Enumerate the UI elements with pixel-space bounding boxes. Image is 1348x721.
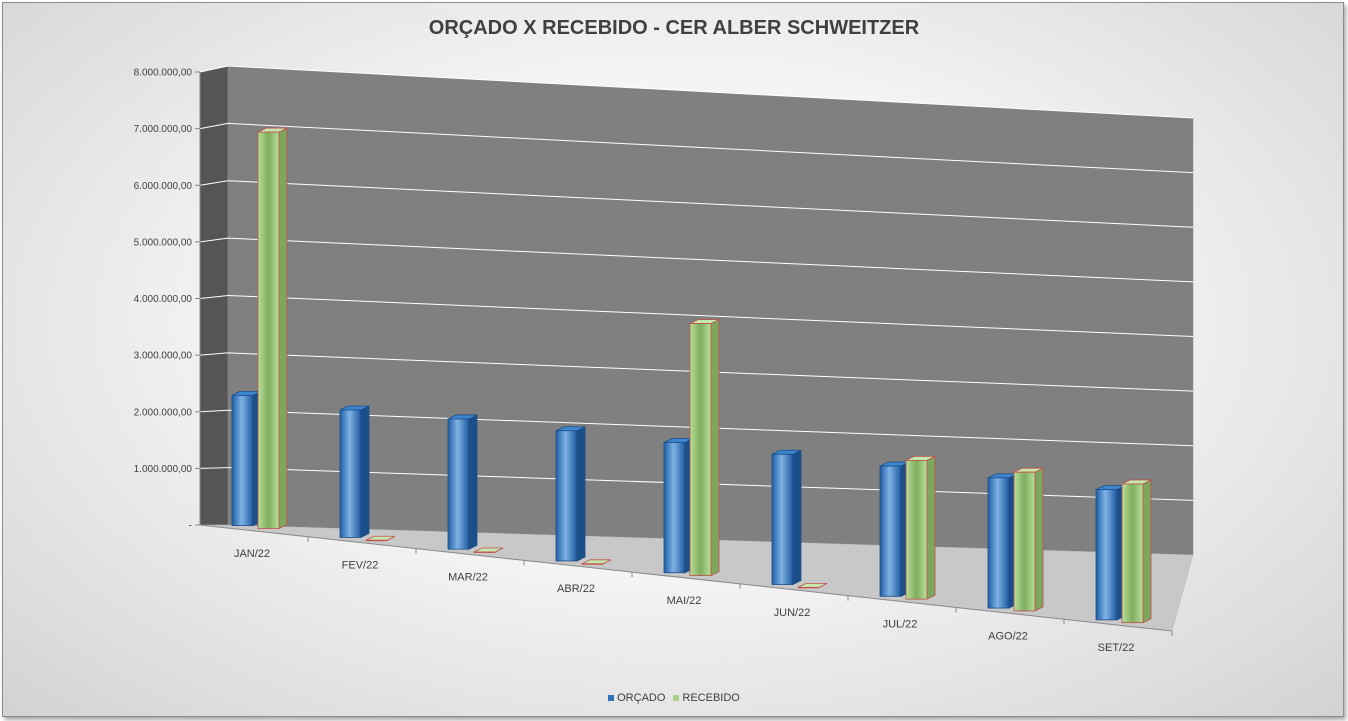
- chart-legend: ORÇADO RECEBIDO: [0, 692, 1348, 704]
- x-tick-label: AGO/22: [988, 630, 1028, 642]
- gridline-side: [199, 180, 229, 186]
- legend-swatch: [608, 695, 615, 702]
- x-tick-label: MAR/22: [448, 571, 488, 583]
- y-tick-label: 7.000.000,00: [134, 124, 193, 135]
- chart-title: ORÇADO X RECEBIDO - CER ALBER SCHWEITZER: [428, 17, 920, 39]
- y-tick-label: 6.000.000,00: [134, 181, 193, 192]
- y-tick-label: 3.000.000,00: [134, 351, 193, 362]
- bar-orcado-side: [576, 426, 586, 562]
- legend-item: RECEBIDO: [673, 692, 740, 704]
- gridline: [227, 295, 1194, 337]
- bar-orcado: [231, 394, 254, 527]
- bar-recebido: [473, 551, 496, 553]
- bar-orcado: [339, 409, 362, 538]
- legend-label: RECEBIDO: [682, 692, 740, 704]
- gridline-side: [199, 409, 229, 413]
- bar-orcado: [1095, 489, 1118, 621]
- x-tick-label: JUN/22: [774, 607, 811, 619]
- gridline: [227, 237, 1194, 283]
- y-tick-label: 2.000.000,00: [134, 407, 193, 418]
- x-tick-label: FEV/22: [342, 560, 379, 572]
- gridline-side: [199, 295, 229, 299]
- gridline-side: [199, 122, 229, 130]
- gridline-side: [199, 467, 229, 469]
- bar-recebido-side: [710, 318, 720, 577]
- x-tick-label: JAN/22: [234, 548, 270, 560]
- bar-orcado-side: [360, 405, 370, 539]
- bar-orcado: [663, 442, 686, 574]
- bar-recebido: [257, 131, 280, 529]
- gridline-side: [199, 65, 229, 73]
- x-tick-label: JUL/22: [883, 619, 918, 631]
- gridline: [227, 65, 1194, 119]
- gridline-side: [199, 352, 229, 356]
- bar-orcado-side: [792, 449, 802, 586]
- bar-orcado: [447, 418, 470, 550]
- y-tick-label: 8.000.000,00: [134, 68, 193, 79]
- y-tick-label: -: [189, 521, 192, 532]
- bar-orcado-side: [468, 414, 478, 550]
- bar-recebido: [797, 586, 820, 589]
- legend-swatch: [673, 695, 680, 702]
- x-tick-label: SET/22: [1098, 642, 1135, 654]
- bar-recebido: [905, 460, 928, 600]
- bar-recebido: [365, 539, 388, 542]
- bar-recebido-side: [278, 127, 288, 530]
- bar-orcado: [879, 465, 902, 597]
- y-tick-label: 4.000.000,00: [134, 294, 193, 305]
- bar-recebido-side: [1034, 467, 1044, 612]
- bar-recebido: [689, 323, 712, 576]
- legend-label: ORÇADO: [617, 692, 666, 704]
- bar-recebido-side: [926, 455, 936, 600]
- gridline-side: [199, 237, 229, 243]
- y-tick-label: 5.000.000,00: [134, 237, 193, 248]
- bar-orcado: [555, 430, 578, 562]
- bar-recebido: [581, 563, 604, 565]
- x-axis: [199, 524, 1173, 632]
- bar-recebido: [1121, 483, 1144, 624]
- x-tick-label: MAI/22: [667, 595, 702, 607]
- y-tick-label: 1.000.000,00: [134, 464, 193, 475]
- bar-orcado: [771, 453, 794, 585]
- bar-orcado: [987, 477, 1010, 609]
- legend-item: ORÇADO: [608, 692, 665, 704]
- gridline: [227, 180, 1194, 228]
- x-tick-label: ABR/22: [557, 583, 595, 595]
- bar-recebido-side: [1142, 479, 1152, 624]
- gridline: [227, 122, 1194, 174]
- bar-recebido: [1013, 471, 1036, 612]
